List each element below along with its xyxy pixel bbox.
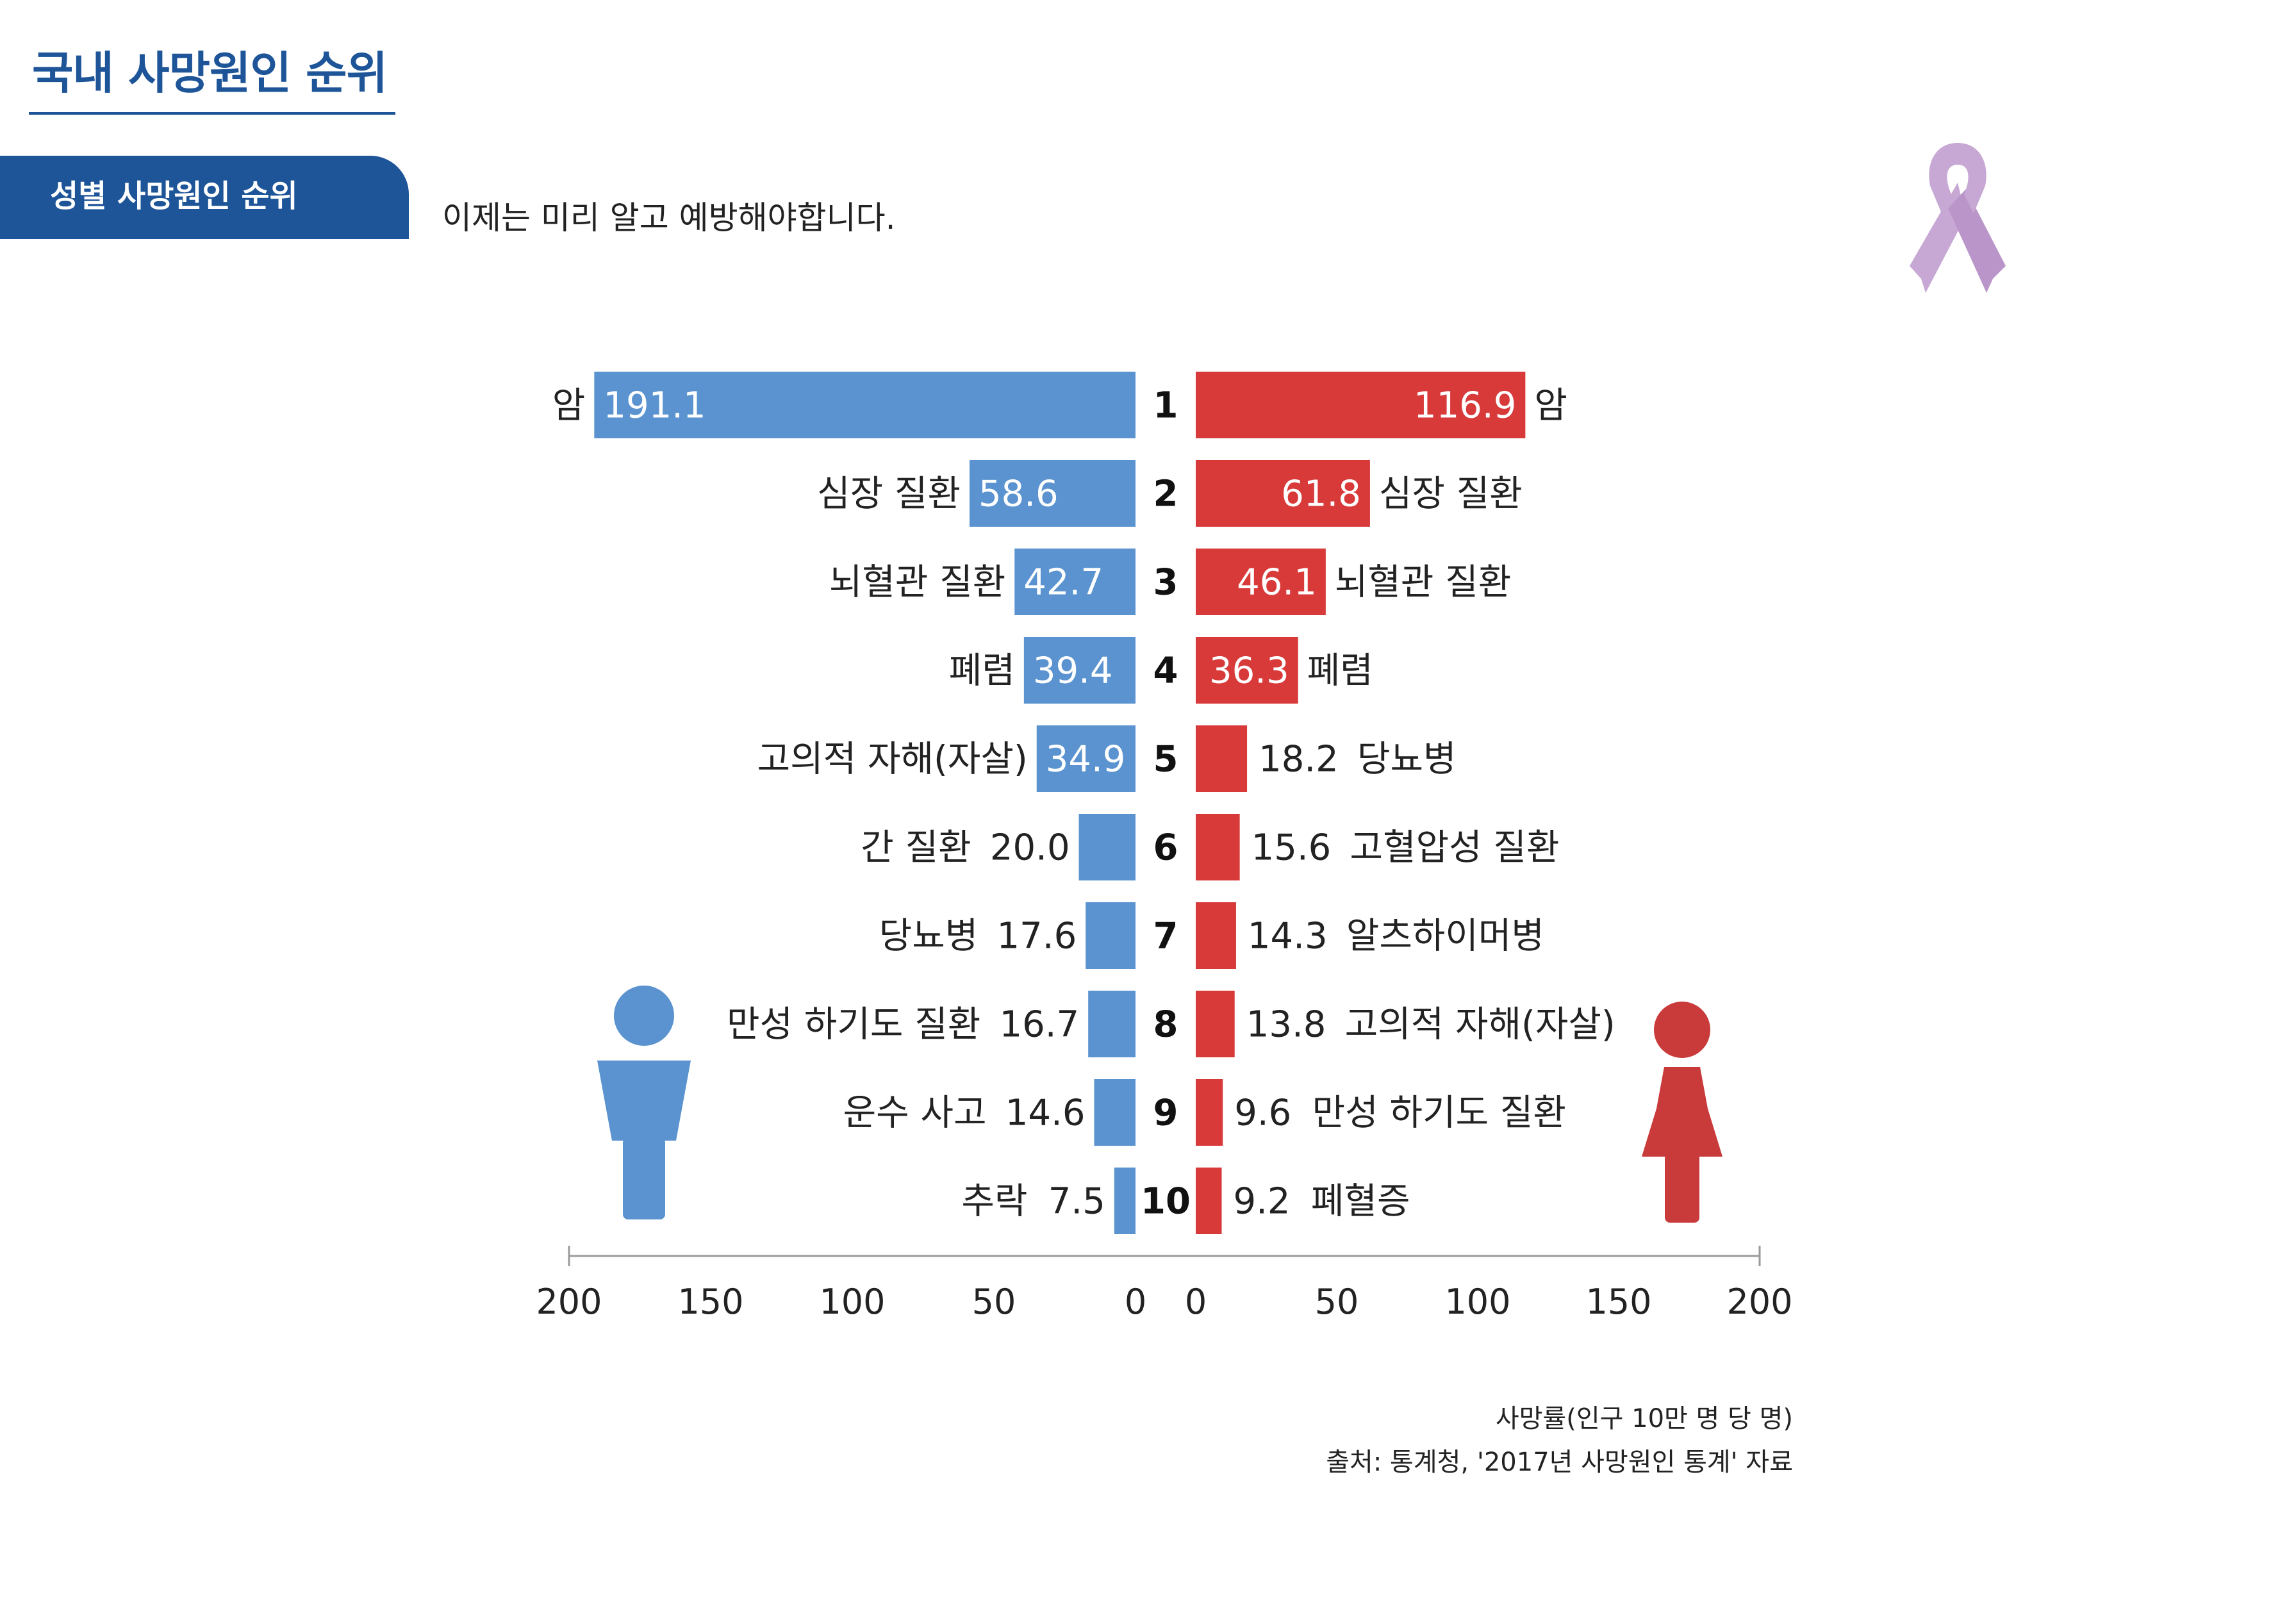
right-bars-group	[1196, 372, 1526, 1234]
right-value-label: 9.6	[1234, 1093, 1291, 1134]
tick-labels-group: 200 150 100 50 0 0 50 100 150 200	[536, 1282, 1792, 1322]
left-category-label: 암	[552, 385, 586, 427]
right-category-label: 암	[1534, 385, 1567, 427]
rank-label: 10	[1141, 1181, 1191, 1223]
x-tick-label: 100	[819, 1282, 885, 1322]
left-value-label: 34.9	[1046, 739, 1126, 780]
left-value-label: 20.0	[990, 827, 1070, 869]
rank-labels-group: 1 2 3 4 5 6 7 8 9 10	[1141, 385, 1191, 1223]
left-value-label: 39.4	[1033, 650, 1113, 692]
rank-label: 2	[1153, 474, 1178, 515]
right-value-label: 18.2	[1259, 739, 1339, 780]
left-category-label: 추락	[961, 1181, 1027, 1223]
x-tick-label: 50	[972, 1282, 1016, 1322]
left-bar	[1094, 1079, 1136, 1146]
rank-label: 1	[1153, 385, 1178, 427]
left-category-label: 운수 사고	[843, 1093, 987, 1134]
right-bar	[1196, 814, 1240, 880]
right-value-label: 116.9	[1414, 385, 1516, 427]
rank-label: 5	[1153, 739, 1178, 780]
right-category-label: 만성 하기도 질환	[1312, 1093, 1566, 1134]
source-note: 출처: 통계청, '2017년 사망원인 통계' 자료	[1326, 1448, 1793, 1477]
rank-label: 3	[1153, 562, 1178, 604]
right-category-label: 심장 질환	[1379, 474, 1523, 515]
right-bar	[1196, 460, 1370, 527]
left-value-label: 14.6	[1005, 1093, 1086, 1134]
x-tick-label: 200	[1726, 1282, 1792, 1322]
right-bar	[1196, 902, 1236, 969]
left-bar	[594, 372, 1136, 438]
left-bar	[1023, 637, 1136, 704]
right-value-label: 14.3	[1248, 916, 1328, 957]
rank-label: 4	[1153, 650, 1178, 692]
right-category-label: 폐렴	[1307, 650, 1373, 692]
right-category-label: 뇌혈관 질환	[1335, 562, 1511, 604]
left-category-label: 고의적 자해(자살)	[757, 739, 1028, 780]
left-value-label: 16.7	[999, 1004, 1079, 1046]
rank-label: 7	[1153, 916, 1178, 957]
left-bar	[969, 460, 1136, 527]
left-value-label: 7.5	[1048, 1181, 1105, 1223]
section-tab: 성별 사망원인 순위	[0, 156, 409, 239]
left-bar	[1088, 991, 1136, 1057]
female-person-icon	[1642, 1002, 1722, 1223]
right-category-label: 알츠하이머병	[1346, 916, 1544, 957]
awareness-ribbon-icon	[1910, 143, 2006, 293]
right-value-label: 9.2	[1233, 1181, 1290, 1223]
x-tick-label: 150	[1585, 1282, 1651, 1322]
rank-label: 9	[1153, 1093, 1178, 1134]
right-category-label: 당뇨병	[1357, 739, 1457, 780]
axes-group	[568, 1246, 1761, 1266]
left-bar	[1086, 902, 1136, 969]
left-bar	[1114, 1168, 1136, 1234]
x-tick-label: 200	[536, 1282, 602, 1322]
right-value-label: 13.8	[1246, 1004, 1326, 1046]
right-bar	[1196, 1079, 1223, 1146]
right-value-label: 46.1	[1237, 562, 1317, 604]
left-category-label: 간 질환	[861, 827, 971, 869]
right-bar	[1196, 637, 1298, 704]
x-tick-label: 150	[677, 1282, 743, 1322]
right-bar	[1196, 725, 1248, 792]
right-bar	[1196, 372, 1526, 438]
left-bar	[1014, 549, 1136, 615]
left-bars-group	[594, 372, 1136, 1234]
chart-notes: 사망률(인구 10만 명 당 명) 출처: 통계청, '2017년 사망원인 통…	[1326, 1397, 1793, 1484]
x-tick-label: 100	[1444, 1282, 1510, 1322]
right-category-label: 고의적 자해(자살)	[1345, 1004, 1615, 1046]
left-category-label: 심장 질환	[817, 474, 961, 515]
page-title: 국내 사망원인 순위	[32, 47, 388, 99]
value-labels-group: 191.1 116.958.6 61.842.7 46.139.4 36.334.9 18…	[603, 385, 1516, 1223]
right-category-label: 폐혈증	[1311, 1181, 1410, 1223]
unit-note: 사망률(인구 10만 명 당 명)	[1495, 1404, 1793, 1433]
male-person-icon	[597, 986, 691, 1219]
right-bar	[1196, 991, 1235, 1057]
x-tick-label: 0	[1125, 1282, 1146, 1322]
right-value-label: 36.3	[1209, 650, 1289, 692]
left-value-label: 191.1	[603, 385, 706, 427]
rank-label: 6	[1153, 827, 1178, 869]
rank-label: 8	[1153, 1004, 1178, 1046]
left-value-label: 42.7	[1023, 562, 1103, 604]
left-category-label: 당뇨병	[879, 916, 979, 957]
right-value-label: 15.6	[1251, 827, 1332, 869]
subtitle: 이제는 미리 알고 예방해야합니다.	[442, 199, 896, 236]
right-category-label: 고혈압성 질환	[1350, 827, 1560, 869]
left-category-label: 뇌혈관 질환	[829, 562, 1005, 604]
x-tick-label: 0	[1185, 1282, 1207, 1322]
left-bar	[1036, 725, 1136, 792]
title-underline	[29, 112, 395, 115]
right-bar	[1196, 549, 1326, 615]
x-tick-label: 50	[1315, 1282, 1359, 1322]
left-value-label: 17.6	[997, 916, 1077, 957]
left-value-label: 58.6	[979, 474, 1059, 515]
left-bar	[1078, 814, 1136, 880]
right-bar	[1196, 1168, 1222, 1234]
left-category-label: 만성 하기도 질환	[727, 1004, 980, 1046]
right-value-label: 61.8	[1281, 474, 1361, 515]
left-category-label: 폐렴	[949, 650, 1015, 692]
